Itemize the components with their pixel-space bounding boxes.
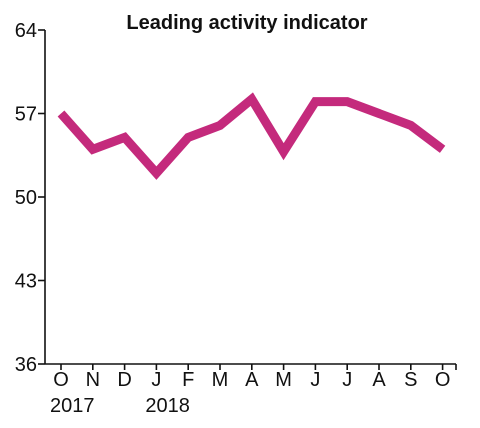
x-tick-label: F bbox=[182, 369, 194, 391]
x-tick-label: D bbox=[117, 369, 131, 391]
x-tick-label: J bbox=[151, 369, 161, 391]
chart-title: Leading activity indicator bbox=[126, 12, 367, 34]
y-tick-label: 36 bbox=[15, 354, 37, 376]
series-line bbox=[57, 92, 446, 180]
x-year-label: 2017 bbox=[50, 395, 95, 417]
y-tick-label: 50 bbox=[15, 187, 37, 209]
x-tick-label: J bbox=[342, 369, 352, 391]
x-tick-label: M bbox=[275, 369, 292, 391]
y-tick-label: 43 bbox=[15, 271, 37, 293]
x-tick-label: A bbox=[245, 369, 259, 391]
x-tick-label: M bbox=[212, 369, 229, 391]
series-layer bbox=[57, 92, 446, 180]
x-tick-label: O bbox=[53, 369, 69, 391]
y-tick-label: 57 bbox=[15, 104, 37, 126]
x-year-label: 2018 bbox=[145, 395, 190, 417]
y-axis-ticks: 36 43 50 57 64 bbox=[15, 20, 45, 376]
x-tick-label: J bbox=[310, 369, 320, 391]
x-tick-label: N bbox=[86, 369, 100, 391]
x-tick-label: O bbox=[435, 369, 451, 391]
x-tick-label: S bbox=[404, 369, 417, 391]
x-tick-label: A bbox=[372, 369, 386, 391]
y-tick-label: 64 bbox=[15, 20, 37, 42]
